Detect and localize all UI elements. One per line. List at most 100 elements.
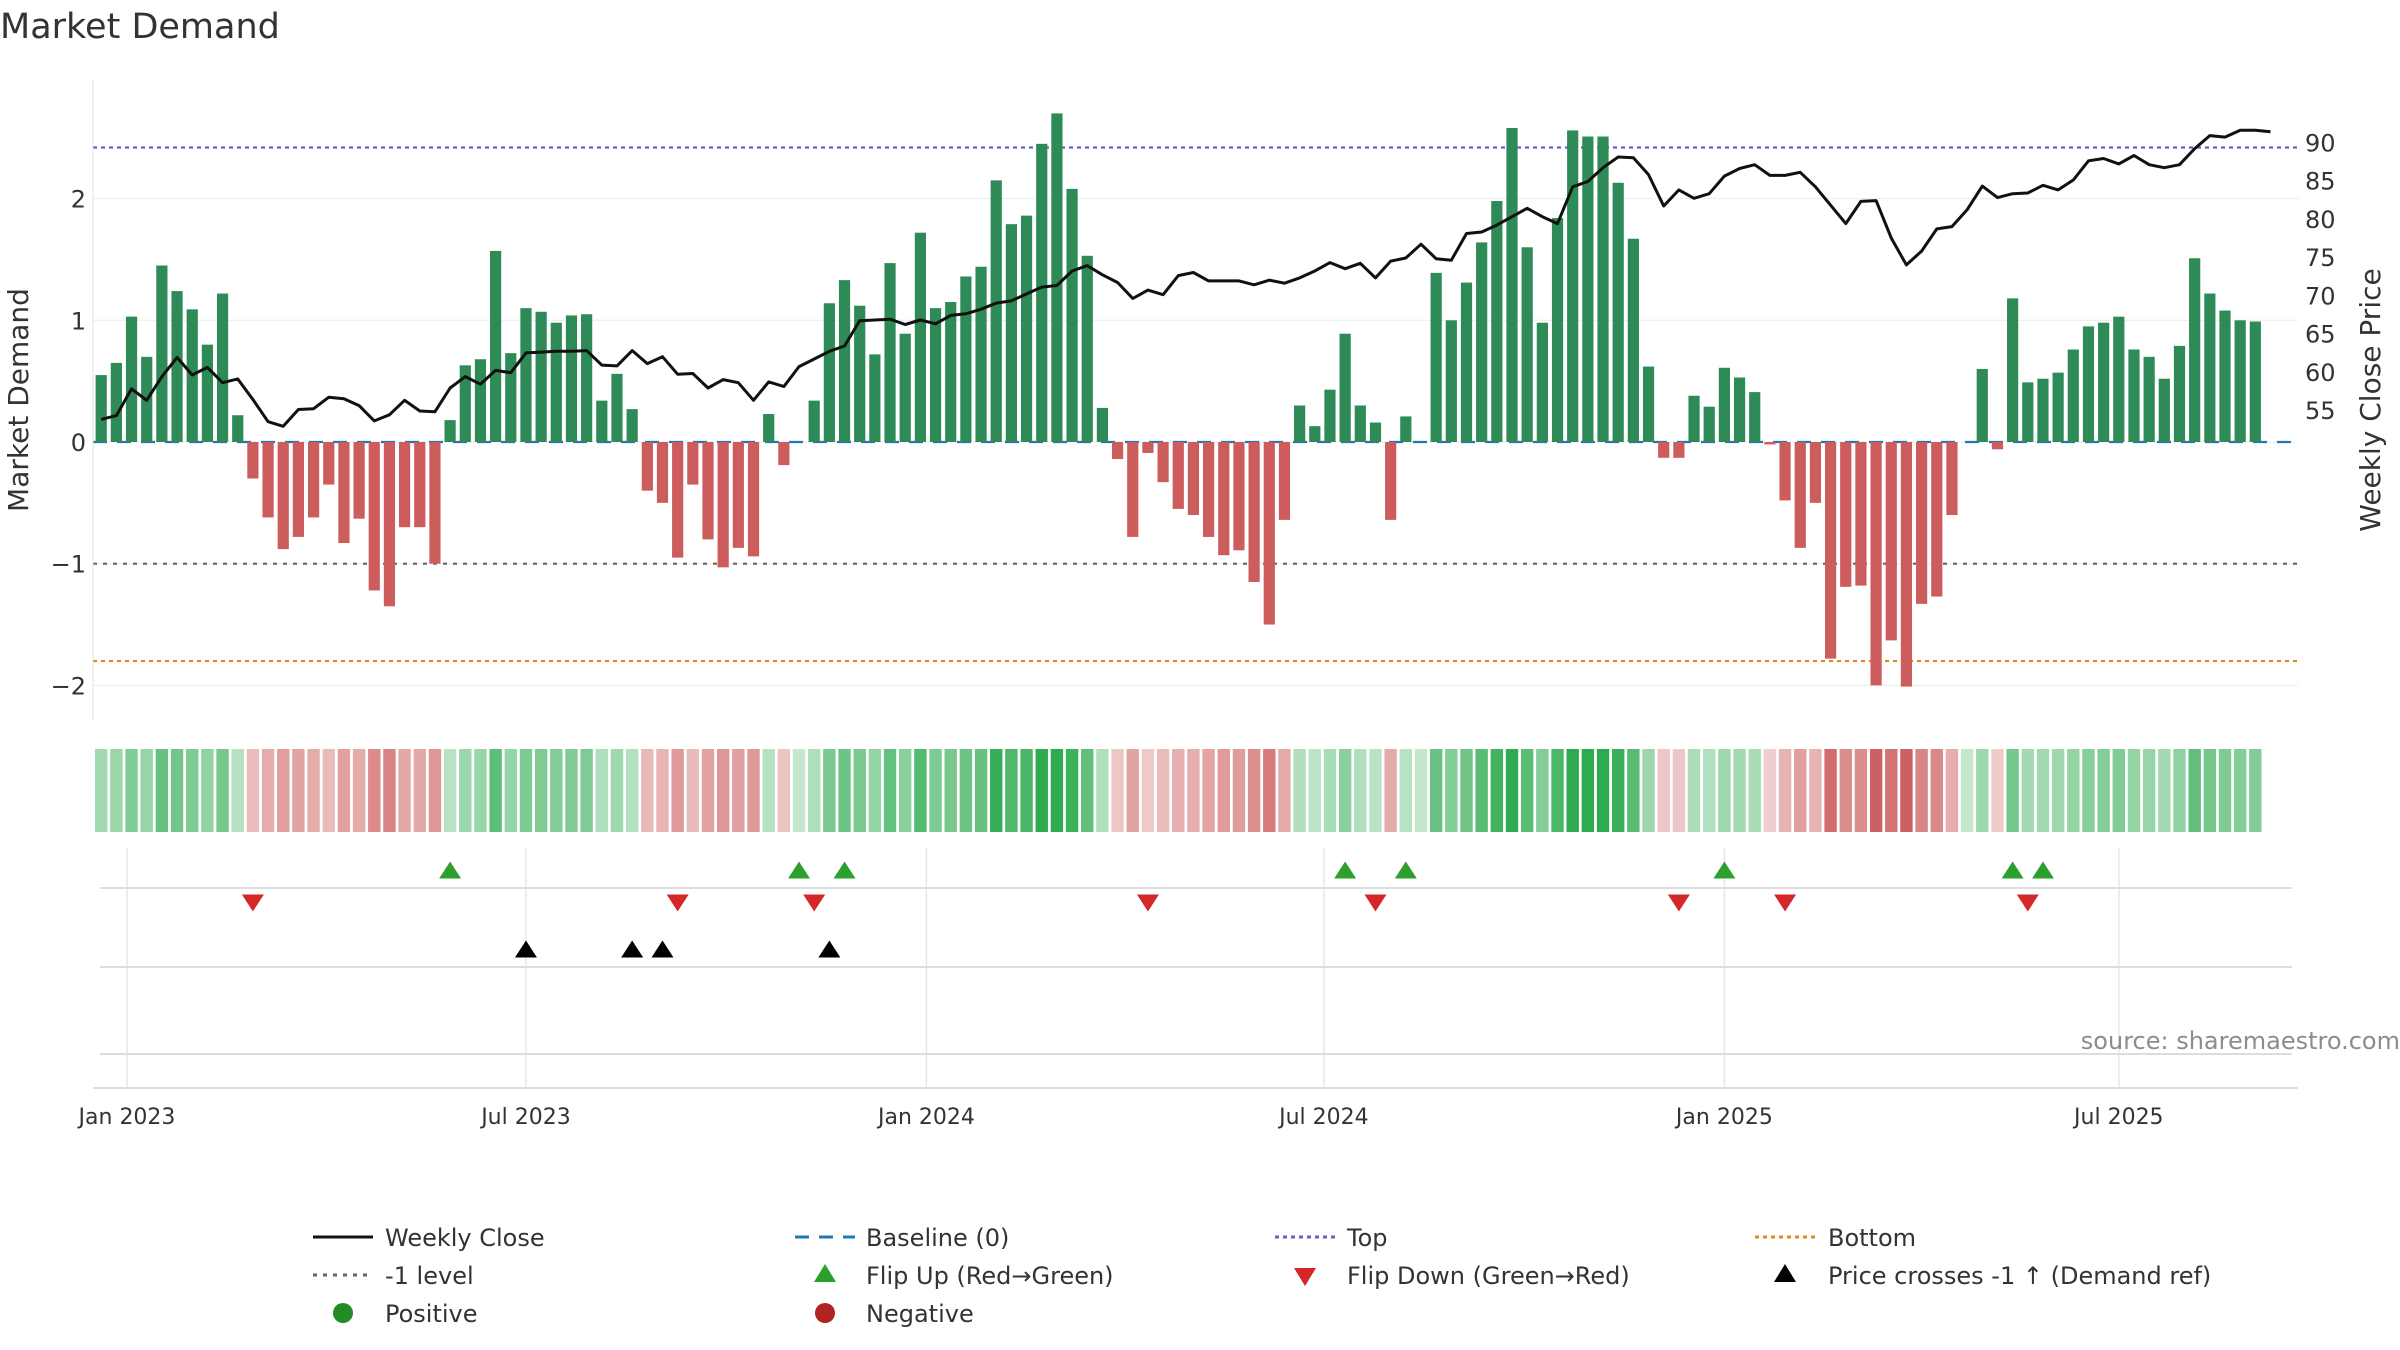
heat-cell (1703, 749, 1716, 832)
demand-bar (1354, 405, 1366, 442)
demand-bar (581, 314, 593, 442)
heat-cell (838, 749, 851, 832)
heat-cell (1854, 749, 1868, 832)
heat-cell (1581, 749, 1595, 832)
triangle-up-icon (1774, 1264, 1796, 1282)
demand-bar (2082, 326, 2095, 442)
heat-cell (1156, 749, 1170, 832)
flip-down-marker (666, 894, 689, 912)
heat-cell (1399, 749, 1413, 832)
heat-cell (1490, 749, 1504, 832)
heat-cell (1960, 749, 1974, 832)
circle-icon (333, 1303, 353, 1323)
heat-cell (352, 749, 366, 832)
heat-cell (1323, 749, 1337, 832)
heat-cell (413, 749, 426, 832)
heat-cell (443, 749, 457, 832)
demand-bar (353, 442, 365, 519)
heat-cell (974, 749, 988, 832)
y2-tick-label: 90 (2305, 129, 2336, 157)
triangle-up-icon (814, 1264, 836, 1282)
heat-cell (428, 749, 442, 832)
heat-cell (489, 749, 502, 832)
demand-bar (1627, 238, 1639, 442)
heat-cell (2142, 749, 2156, 832)
demand-bar (717, 442, 729, 568)
demand-bar (2098, 322, 2110, 442)
heat-cell (261, 749, 275, 832)
y-axis-label: Market Demand (2, 288, 35, 512)
demand-bar (307, 442, 320, 518)
demand-bar (1931, 442, 1943, 597)
heat-cell (2067, 749, 2080, 832)
demand-bar (2249, 321, 2261, 442)
demand-bar (505, 353, 517, 442)
heat-cell (565, 749, 578, 832)
heat-cell (686, 749, 700, 832)
demand-bar (656, 442, 669, 503)
y2-tick-label: 70 (2305, 282, 2336, 310)
heat-cell (1232, 749, 1246, 832)
demand-bar (1521, 247, 1533, 442)
heat-cell (929, 749, 942, 832)
heat-cell (1429, 749, 1443, 832)
heat-cell (1460, 749, 1473, 832)
demand-bar (641, 442, 653, 491)
demand-bar (914, 232, 926, 442)
demand-bar (2007, 298, 2019, 442)
heat-cell (2127, 749, 2141, 832)
heat-cell (807, 749, 821, 832)
heat-cell (1566, 749, 1579, 832)
y2-axis-ticks: 55 60 65 70 75 80 85 90 (2305, 129, 2336, 425)
demand-bar (838, 280, 851, 442)
demand-bar (1172, 442, 1184, 509)
demand-bar (216, 293, 229, 442)
y-tick-label: −2 (51, 672, 86, 700)
source-note: source: sharemaestro.com (2081, 1027, 2400, 1055)
main-panel: −2 −1 0 1 2 55 60 65 70 75 80 85 90 Market Demand W… (2, 80, 2387, 720)
demand-bar (747, 442, 760, 557)
price-cross-marker (514, 940, 537, 958)
heat-cell (95, 749, 108, 832)
demand-bar (2189, 258, 2201, 442)
demand-bar (1764, 442, 1776, 445)
demand-bar (1430, 272, 1442, 442)
demand-bar (823, 303, 835, 442)
legend-item-top: Top (1275, 1224, 1388, 1252)
reference-lines (93, 146, 2298, 663)
x-tick-label: Jan 2025 (1674, 1105, 1773, 1130)
flip-up-marker (788, 861, 811, 879)
y2-tick-label: 75 (2305, 244, 2336, 272)
demand-bar (1051, 113, 1063, 442)
legend-label: Bottom (1828, 1224, 1916, 1252)
heat-cell (186, 749, 199, 832)
heat-cell (337, 749, 351, 832)
legend-item-bottom: Bottom (1755, 1224, 1916, 1252)
demand-bar (1749, 392, 1761, 442)
heat-cell (550, 749, 563, 832)
demand-bar (884, 263, 896, 442)
y2-tick-label: 55 (2305, 397, 2336, 425)
heat-cell (2006, 749, 2019, 832)
weekly-close-line (100, 128, 2271, 428)
demand-bar (1506, 128, 1518, 442)
demand-bar (1809, 442, 1822, 503)
demand-bar (565, 315, 578, 442)
heat-cell (504, 749, 517, 832)
legend-item-minus-one: -1 level (313, 1262, 474, 1290)
demand-bar (687, 442, 699, 485)
demand-bar (1233, 442, 1245, 551)
demand-bar (2052, 372, 2064, 442)
flip-up-marker (1334, 861, 1357, 879)
demand-bar (1673, 442, 1685, 458)
heat-cell (2203, 749, 2217, 832)
demand-bar (1794, 442, 1806, 548)
heat-cell (1475, 749, 1488, 832)
demand-bar (1976, 368, 1988, 442)
x-tick-label: Jan 2023 (77, 1105, 176, 1130)
heat-cell (823, 749, 836, 832)
demand-bar (1460, 282, 1473, 442)
demand-bar (2037, 378, 2049, 442)
heat-cell (625, 749, 639, 832)
